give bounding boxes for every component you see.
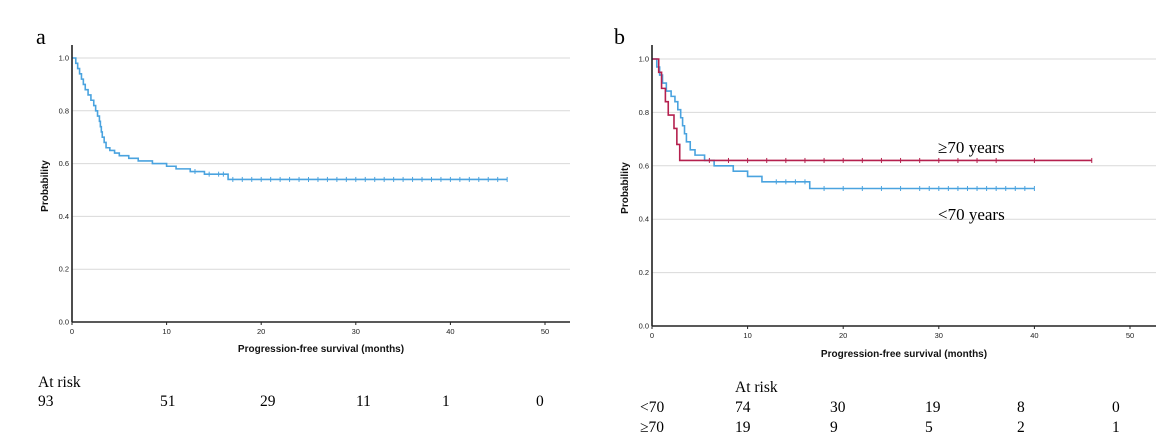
at-risk-value-b-0-2: 19	[925, 399, 941, 416]
x-tick-label-a-5: 50	[541, 327, 549, 336]
at-risk-value-b-0-3: 8	[1017, 399, 1025, 416]
y-tick-label-b-2: 0.4	[639, 215, 649, 224]
y-tick-label-b-5: 1.0	[639, 55, 649, 64]
y-tick-label-b-1: 0.2	[639, 268, 649, 277]
at-risk-value-a-0-4: 1	[442, 393, 450, 410]
y-ticks-a: 0.0 0.2 0.4 0.6 0.8 1.0	[59, 54, 69, 327]
y-tick-label-b-3: 0.6	[639, 161, 649, 170]
x-axis-title-a: Progression-free survival (months)	[238, 344, 404, 355]
at-risk-value-b-0-0: 74	[735, 399, 751, 416]
at-risk-row-a: 93 51 29 11 1 0	[38, 393, 544, 410]
x-tick-label-b-5: 50	[1126, 331, 1134, 340]
x-tick-label-b-3: 30	[935, 331, 943, 340]
at-risk-rows-b: 74 30 19 8 0 19 9 5 2 1	[735, 399, 1120, 436]
series-group-a	[72, 57, 508, 182]
x-tick-label-a-0: 0	[70, 327, 74, 336]
y-tick-label-a-1: 0.2	[59, 265, 69, 274]
at-risk-label-b: At risk	[735, 379, 778, 396]
at-risk-value-a-0-2: 29	[260, 393, 276, 410]
at-risk-value-b-1-2: 5	[925, 419, 933, 436]
y-axis-title-b: Probability	[620, 162, 631, 214]
survival-curve-b-0	[652, 58, 1035, 190]
annotation-ge70: ≥70 years	[938, 138, 1004, 157]
at-risk-group-lt70: <70	[640, 399, 664, 416]
survival-curve-a-0	[72, 57, 508, 181]
at-risk-group-ge70: ≥70	[640, 419, 664, 436]
annotation-lt70: <70 years	[938, 205, 1005, 224]
y-tick-label-a-3: 0.6	[59, 159, 69, 168]
x-tick-label-a-3: 30	[352, 327, 360, 336]
y-tick-label-b-0: 0.0	[639, 322, 649, 331]
x-tick-label-b-4: 40	[1030, 331, 1038, 340]
y-tick-label-b-4: 0.8	[639, 108, 649, 117]
at-risk-value-a-0-1: 51	[160, 393, 176, 410]
at-risk-value-b-1-3: 2	[1017, 419, 1025, 436]
x-tick-label-a-1: 10	[162, 327, 170, 336]
panel-a-letter: a	[36, 24, 46, 49]
x-tick-label-b-1: 10	[743, 331, 751, 340]
survival-curve-b-1	[652, 58, 1092, 162]
x-ticks-a: 0 10 20 30 40 50	[70, 322, 549, 336]
panel-b-letter: b	[614, 24, 625, 49]
chart-b: 0.00.20.40.60.81.0 0 10 20 30 40 50 Progressi…	[620, 45, 1156, 436]
x-tick-label-a-2: 20	[257, 327, 265, 336]
at-risk-label-a: At risk	[38, 374, 81, 391]
y-tick-label-a-4: 0.8	[59, 106, 69, 115]
x-tick-label-a-4: 40	[446, 327, 454, 336]
at-risk-value-b-0-4: 0	[1112, 399, 1120, 416]
x-ticks-b: 0 10 20 30 40 50	[650, 326, 1134, 340]
x-tick-label-b-0: 0	[650, 331, 654, 340]
y-tick-label-a-0: 0.0	[59, 318, 69, 327]
grid-b	[652, 58, 1156, 274]
at-risk-value-a-0-5: 0	[536, 393, 544, 410]
at-risk-value-b-1-1: 9	[830, 419, 838, 436]
y-tick-label-a-2: 0.4	[59, 212, 69, 221]
at-risk-value-a-0-3: 11	[356, 393, 371, 410]
x-tick-label-b-2: 20	[839, 331, 847, 340]
y-tick-label-a-5: 1.0	[59, 54, 69, 63]
y-ticks-b: 0.0 0.2 0.4 0.6 0.8 1.0	[639, 55, 649, 331]
grid-a	[72, 57, 570, 270]
series-group-b	[652, 58, 1093, 191]
at-risk-value-b-1-4: 1	[1112, 419, 1120, 436]
at-risk-value-b-0-1: 30	[830, 399, 846, 416]
at-risk-value-a-0-0: 93	[38, 393, 54, 410]
chart-a: 0.00.20.40.60.81.0 0 10 20 30 40 50 Progressi…	[38, 45, 570, 410]
at-risk-value-b-1-0: 19	[735, 419, 751, 436]
x-axis-title-b: Progression-free survival (months)	[821, 349, 987, 360]
y-axis-title-a: Probability	[40, 160, 51, 212]
